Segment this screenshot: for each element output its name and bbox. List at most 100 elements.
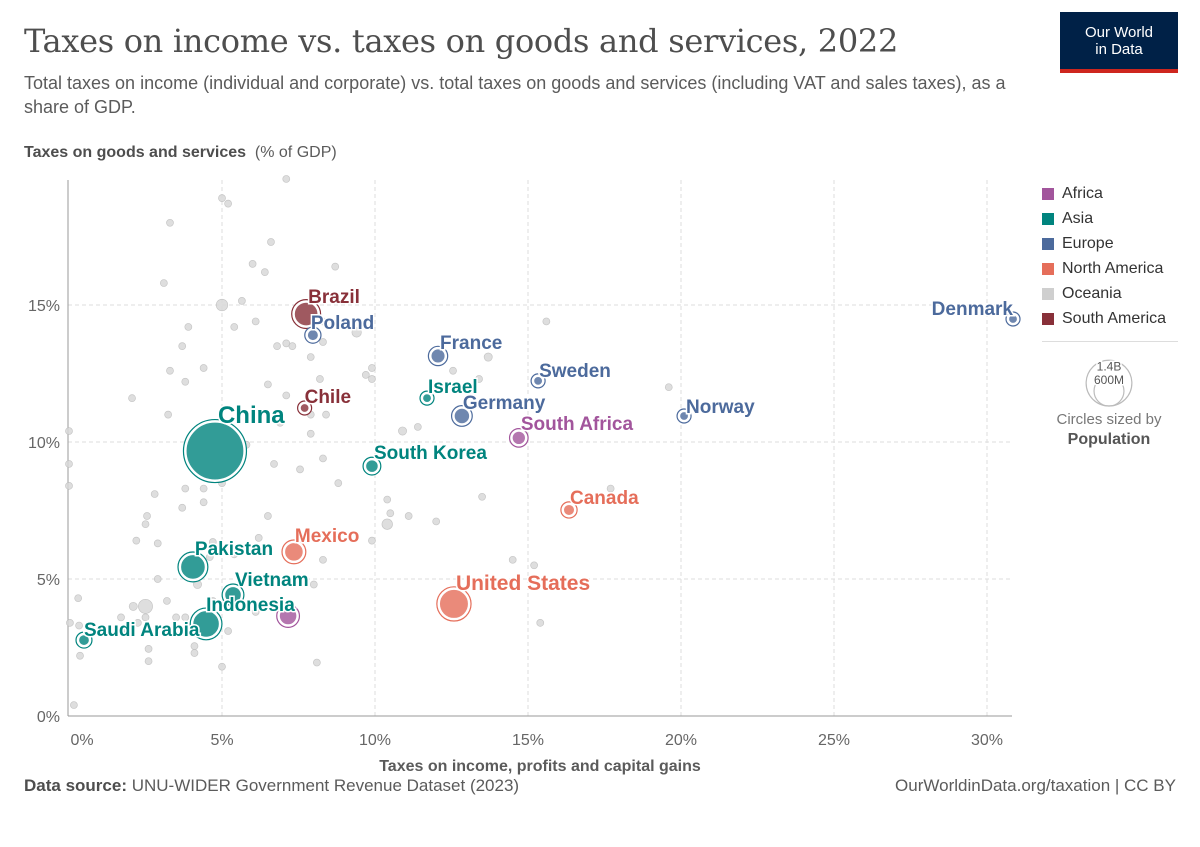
point-label: Pakistan: [195, 539, 273, 560]
point-label: South Africa: [521, 414, 634, 435]
data-point: [251, 317, 260, 326]
data-point: [423, 394, 431, 403]
data-point: [260, 268, 269, 276]
legend-label: South America: [1062, 309, 1167, 327]
highlighted-point: [189, 607, 223, 641]
legend-item[interactable]: Europe: [1042, 231, 1166, 256]
legend-label: Oceania: [1062, 284, 1122, 302]
data-point: [128, 394, 136, 403]
data-point: [251, 608, 260, 616]
data-point: [164, 410, 172, 419]
data-point: [74, 594, 83, 603]
data-point: [117, 627, 125, 635]
data-point: [178, 342, 187, 350]
data-point: [606, 484, 615, 493]
point-label: Brazil: [308, 287, 360, 308]
data-point: [65, 460, 73, 468]
data-point: [190, 642, 199, 650]
data-point: [542, 317, 551, 326]
data-point: [143, 512, 151, 520]
data-point: [218, 194, 226, 202]
data-point: [309, 580, 318, 589]
legend-label: North America: [1062, 259, 1164, 277]
size-caption-text: Circles sized by: [1056, 411, 1162, 428]
point-label: Norway: [686, 397, 755, 418]
data-point: [404, 512, 413, 520]
size-variable: Population: [1067, 431, 1151, 448]
x-tick-label: 25%: [818, 732, 850, 749]
region-legend: Africa Asia Europe North America Oceania Sout…: [1042, 181, 1166, 331]
data-point: [65, 481, 73, 490]
credit-link[interactable]: OurWorldinData.org/taxation | CC BY: [895, 776, 1176, 795]
legend-swatch: [1042, 212, 1054, 225]
data-point: [279, 607, 297, 625]
data-point: [193, 611, 219, 637]
data-point: [431, 349, 445, 363]
data-point: [319, 454, 327, 463]
legend-item[interactable]: North America: [1042, 256, 1166, 281]
data-point: [186, 422, 244, 480]
data-point: [264, 380, 272, 389]
chart-title: Taxes on income vs. taxes on goods and s…: [24, 22, 899, 60]
highlighted-point: [530, 373, 546, 389]
y-tick-label: 10%: [28, 435, 60, 452]
y-axis-title: Taxes on goods and services (% of GDP): [24, 144, 337, 162]
data-point: [334, 479, 343, 487]
highlighted-point: [221, 583, 245, 607]
data-point: [65, 427, 73, 435]
highlighted-point: [362, 456, 382, 476]
data-point: [512, 431, 525, 445]
data-point: [66, 618, 74, 627]
data-point: [534, 376, 542, 385]
highlighted-point: [75, 631, 93, 649]
highlighted-point: [427, 345, 449, 367]
legend-swatch: [1042, 237, 1054, 250]
data-point: [475, 375, 483, 383]
legend-label: Asia: [1062, 209, 1094, 227]
point-label: France: [440, 333, 502, 354]
data-point: [150, 490, 159, 498]
highlighted-point: [436, 586, 472, 622]
data-point: [166, 218, 174, 227]
data-point: [141, 613, 150, 622]
data-point: [166, 366, 174, 375]
data-point: [184, 323, 193, 331]
data-point: [224, 199, 232, 208]
data-point: [368, 375, 376, 383]
legend-item[interactable]: Oceania: [1042, 281, 1166, 306]
data-point: [351, 327, 362, 338]
data-point: [267, 238, 275, 246]
data-point: [319, 317, 327, 326]
data-point: [218, 662, 226, 671]
data-point: [181, 484, 190, 493]
data-source-label: Data source:: [24, 776, 127, 795]
highlighted-point: [508, 428, 529, 448]
data-point: [70, 701, 78, 709]
data-point: [225, 587, 241, 603]
data-point: [248, 260, 257, 268]
data-point: [432, 517, 441, 526]
y-tick-label: 5%: [37, 572, 60, 589]
data-point: [306, 353, 315, 361]
legend-item[interactable]: Asia: [1042, 206, 1166, 231]
x-tick-label: 20%: [665, 732, 697, 749]
highlighted-point: [676, 408, 692, 424]
data-point: [331, 262, 340, 271]
owid-logo[interactable]: Our World in Data: [1060, 12, 1178, 73]
point-label: Israel: [428, 377, 478, 398]
data-point: [181, 555, 205, 579]
y-axis-label: Taxes on goods and services: [24, 144, 247, 161]
data-point: [368, 536, 376, 545]
point-label: Chile: [305, 387, 351, 408]
data-point: [79, 635, 89, 645]
highlighted-point: [560, 501, 578, 519]
legend-item[interactable]: Africa: [1042, 181, 1166, 206]
legend-item[interactable]: South America: [1042, 306, 1166, 331]
data-point: [368, 364, 376, 372]
highlighted-point: [182, 418, 248, 484]
highlighted-point: [276, 604, 301, 628]
data-point: [288, 342, 297, 350]
data-point: [128, 601, 138, 611]
chart-subtitle: Total taxes on income (individual and co…: [24, 73, 1006, 117]
data-point: [76, 651, 84, 660]
